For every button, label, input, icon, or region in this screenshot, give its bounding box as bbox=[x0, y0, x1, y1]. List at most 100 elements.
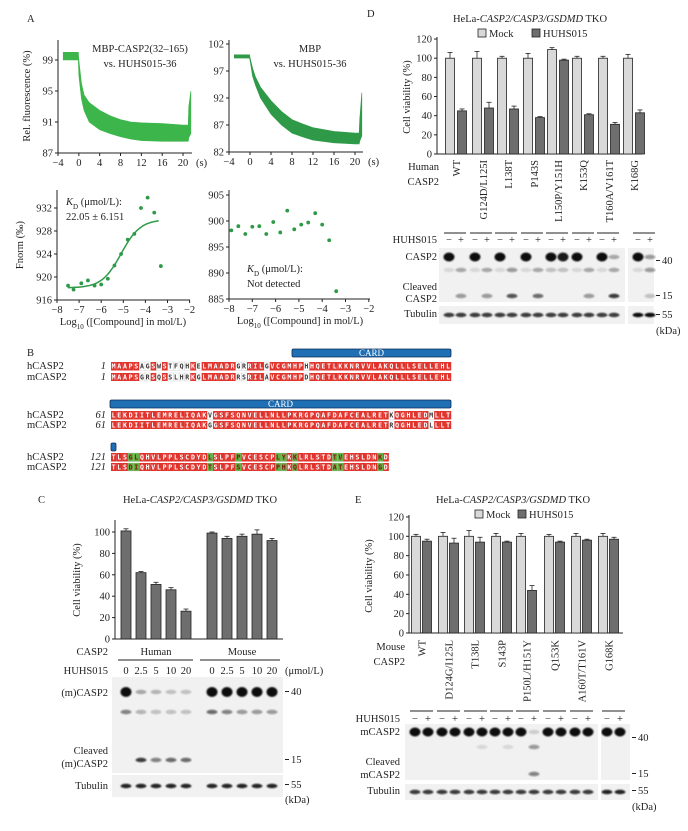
residue: S bbox=[168, 374, 172, 382]
dose-label: 10 bbox=[252, 666, 263, 677]
residue-cell bbox=[400, 373, 406, 381]
residue-cell bbox=[145, 453, 151, 462]
y-axis-label: Rel. fluorescence (%) bbox=[22, 50, 33, 142]
blot-band bbox=[206, 709, 218, 715]
residue: S bbox=[242, 374, 246, 382]
data-point bbox=[320, 222, 325, 227]
residue-cell bbox=[286, 463, 293, 471]
x-axis-label-part: 10 bbox=[254, 322, 262, 330]
blot-band bbox=[571, 267, 583, 273]
chart-title-part: HeLa- bbox=[436, 495, 463, 506]
blot-band bbox=[455, 312, 467, 318]
bar-mock bbox=[598, 57, 608, 155]
residue: K bbox=[287, 464, 291, 472]
mw-marker: 40 bbox=[662, 256, 673, 267]
residue: R bbox=[168, 412, 172, 420]
residue: C bbox=[248, 454, 252, 462]
category-label: L150P/Y151H bbox=[554, 160, 565, 222]
residue: T bbox=[446, 422, 450, 430]
residue-cell bbox=[286, 411, 293, 420]
residue-cell bbox=[332, 411, 338, 420]
residue-cell bbox=[349, 421, 355, 429]
bar-mock bbox=[598, 535, 608, 634]
data-point bbox=[257, 224, 262, 229]
blot-band bbox=[150, 757, 162, 763]
residue: D bbox=[129, 422, 133, 430]
blot-band bbox=[583, 267, 595, 273]
residue-cell bbox=[218, 453, 225, 462]
residue: G bbox=[140, 374, 144, 382]
dose-label: 0 bbox=[123, 666, 128, 677]
blot-band bbox=[135, 783, 147, 789]
residue: D bbox=[191, 464, 195, 472]
blot-band bbox=[236, 709, 248, 715]
residue: D bbox=[333, 412, 337, 420]
bar-huhs015 bbox=[457, 110, 467, 155]
lane-sign-plus: + bbox=[458, 235, 464, 246]
blot-band bbox=[443, 267, 455, 273]
residue: R bbox=[185, 374, 189, 382]
bar-mock bbox=[523, 57, 533, 155]
residue-cell bbox=[383, 463, 389, 471]
residue: L bbox=[333, 363, 337, 371]
lane-sign-plus: + bbox=[535, 235, 541, 246]
blot-band bbox=[506, 267, 518, 273]
mw-marker: 40 bbox=[291, 687, 302, 698]
bar bbox=[135, 572, 147, 640]
x-tick-label: −2 bbox=[363, 304, 374, 315]
residue: G bbox=[378, 464, 382, 472]
chart-title-part: TKO bbox=[566, 495, 590, 506]
blot-band bbox=[644, 312, 656, 318]
bar bbox=[236, 535, 248, 640]
residue-cell bbox=[230, 411, 236, 420]
residue-cell bbox=[269, 411, 276, 420]
kd-label: KD (μmol/L): bbox=[246, 264, 303, 278]
residue-cell bbox=[224, 411, 231, 420]
residue: L bbox=[112, 422, 116, 430]
residue-cell bbox=[434, 373, 440, 381]
residue-cell bbox=[326, 421, 333, 429]
y-tick-label: 0 bbox=[427, 150, 432, 161]
data-point bbox=[119, 252, 123, 256]
residue-cell bbox=[411, 362, 418, 371]
residue-cell bbox=[230, 453, 236, 462]
residue: T bbox=[338, 464, 342, 472]
residue-cell bbox=[224, 362, 231, 371]
blot-band bbox=[557, 267, 569, 273]
residue-cell bbox=[258, 463, 265, 471]
residue-cell bbox=[298, 453, 304, 462]
residue: V bbox=[208, 412, 212, 420]
residue-cell bbox=[354, 411, 361, 420]
residue: S bbox=[163, 363, 167, 371]
residue: L bbox=[412, 422, 416, 430]
bar bbox=[180, 610, 192, 640]
chart-title-part: HeLa- bbox=[453, 14, 480, 25]
blot-row-label: Cleaved bbox=[366, 757, 401, 768]
lane-sign-plus: + bbox=[611, 235, 617, 246]
residue-cell bbox=[281, 362, 287, 371]
blot-band bbox=[532, 312, 544, 318]
data-point bbox=[158, 264, 163, 268]
residue: E bbox=[117, 412, 121, 420]
residue-cell bbox=[298, 411, 304, 420]
residue: E bbox=[355, 422, 359, 430]
mw-marker: 55 bbox=[291, 780, 302, 791]
residue: K bbox=[123, 422, 127, 430]
residue: F bbox=[327, 422, 331, 430]
residue: M bbox=[208, 374, 212, 382]
bar-huhs015 bbox=[635, 112, 645, 155]
residue: L bbox=[219, 464, 223, 472]
residue: Q bbox=[157, 374, 161, 382]
mw-marker: 55 bbox=[638, 786, 649, 797]
residue: E bbox=[378, 422, 382, 430]
legend-label: Mock bbox=[486, 510, 511, 521]
blot-band bbox=[135, 709, 147, 715]
residue: L bbox=[446, 374, 450, 382]
residue-cell bbox=[286, 362, 293, 371]
x-tick-label: 12 bbox=[308, 157, 319, 168]
residue: D bbox=[202, 464, 206, 472]
residue: D bbox=[423, 412, 427, 420]
residue: L bbox=[117, 464, 121, 472]
